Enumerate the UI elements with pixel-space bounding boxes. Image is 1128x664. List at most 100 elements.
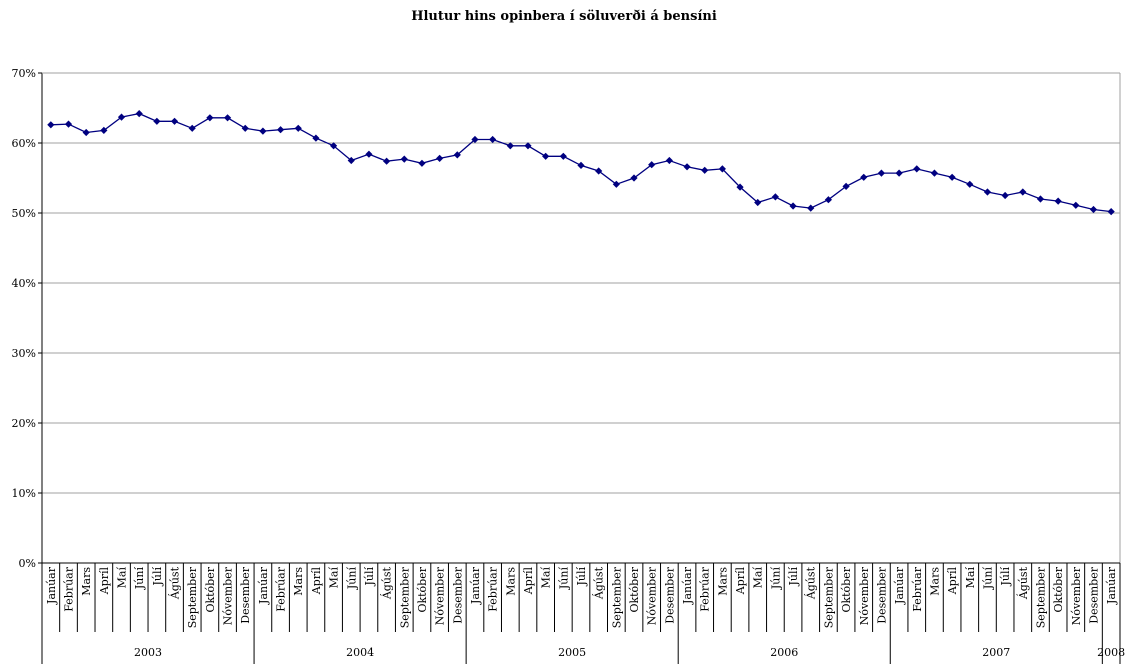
x-group-label: 2008 <box>1097 646 1125 659</box>
data-point <box>1037 195 1044 202</box>
data-point <box>895 170 902 177</box>
data-point <box>878 170 885 177</box>
x-category-label: Október <box>1052 566 1065 612</box>
data-point <box>136 110 143 117</box>
x-category-label: Maí <box>328 567 341 589</box>
data-point <box>931 170 938 177</box>
data-point <box>277 126 284 133</box>
data-point <box>772 193 779 200</box>
x-category-label: Ágúst <box>1016 566 1030 600</box>
x-category-label: Febrúar <box>699 566 712 611</box>
x-category-label: Október <box>628 566 641 612</box>
data-point <box>47 121 54 128</box>
y-tick-label: 30% <box>12 347 36 360</box>
x-category-label: Desember <box>875 566 888 623</box>
x-category-label: Apríl <box>522 567 535 596</box>
x-category-label: Mars <box>928 567 941 596</box>
x-group-label: 2005 <box>558 646 586 659</box>
data-point <box>666 157 673 164</box>
x-category-label: Apríl <box>98 567 111 596</box>
x-category-label: Júní <box>981 567 994 591</box>
x-category-label: Nóvember <box>858 566 871 625</box>
x-category-label: Ágúst <box>592 566 606 600</box>
x-category-label: Mars <box>504 567 517 596</box>
x-category-label: Apríl <box>734 567 747 596</box>
x-category-label: Maí <box>964 567 977 589</box>
x-category-label: Maí <box>116 567 129 589</box>
x-category-label: Desember <box>663 566 676 623</box>
y-tick-label: 40% <box>12 277 36 290</box>
data-point <box>860 174 867 181</box>
data-point <box>65 121 72 128</box>
data-point <box>701 167 708 174</box>
x-category-label: Febrúar <box>275 566 288 611</box>
x-category-label: Október <box>840 566 853 612</box>
data-point <box>1002 192 1009 199</box>
data-point <box>153 118 160 125</box>
data-point <box>1090 206 1097 213</box>
y-tick-label: 70% <box>12 67 36 80</box>
x-category-label: September <box>822 566 835 628</box>
x-category-label: Nóvember <box>1070 566 1083 625</box>
y-tick-label: 10% <box>12 487 36 500</box>
x-category-labels: Janúar Febrúar Mars Apríl Maí Júní Júlí Ágúst Se… <box>45 566 1118 628</box>
data-point <box>542 153 549 160</box>
x-category-label: Júní <box>557 567 570 591</box>
x-category-label: Nóvember <box>222 566 235 625</box>
data-point <box>949 174 956 181</box>
x-group-labels: 2003 2004 2005 2006 2007 2008 <box>134 646 1125 659</box>
x-group-label: 2004 <box>346 646 374 659</box>
x-category-label: Febrúar <box>911 566 924 611</box>
x-category-label: Apríl <box>310 567 323 596</box>
y-tick-label: 20% <box>12 417 36 430</box>
x-category-label: Nóvember <box>646 566 659 625</box>
x-category-label: September <box>186 566 199 628</box>
data-point <box>966 181 973 188</box>
data-point <box>312 135 319 142</box>
x-category-label: Október <box>204 566 217 612</box>
x-category-label: Nóvember <box>434 566 447 625</box>
x-group-label: 2003 <box>134 646 162 659</box>
data-point <box>365 151 372 158</box>
x-group-label: 2007 <box>982 646 1010 659</box>
x-category-label: Febrúar <box>487 566 500 611</box>
data-point <box>984 188 991 195</box>
x-category-label: Desember <box>451 566 464 623</box>
x-category-label: Ágúst <box>804 566 818 600</box>
data-point <box>436 155 443 162</box>
x-category-label: September <box>610 566 623 628</box>
x-category-label: Desember <box>239 566 252 623</box>
data-point <box>560 153 567 160</box>
x-category-label: Júlí <box>787 567 800 587</box>
x-group-label: 2006 <box>770 646 798 659</box>
y-tick-label: 0% <box>19 557 36 570</box>
data-point <box>489 136 496 143</box>
x-category-label: September <box>1034 566 1047 628</box>
series <box>47 110 1115 215</box>
x-category-label: Janúar <box>1105 566 1118 605</box>
x-category-label: Desember <box>1087 566 1100 623</box>
gridlines <box>42 73 1120 493</box>
x-category-label: Mars <box>80 567 93 596</box>
y-tick-labels: 0% 10% 20% 30% 40% 50% 60% 70% <box>12 67 36 570</box>
x-category-label: Janúar <box>469 566 482 605</box>
x-category-label: Ágúst <box>380 566 394 600</box>
x-category-label: Apríl <box>946 567 959 596</box>
data-point <box>683 163 690 170</box>
x-category-label: Maí <box>752 567 765 589</box>
x-category-label: Mars <box>716 567 729 596</box>
x-category-label: Janúar <box>681 566 694 605</box>
data-point <box>171 118 178 125</box>
x-category-label: Febrúar <box>63 566 76 611</box>
y-tick-label: 50% <box>12 207 36 220</box>
x-category-label: Janúar <box>257 566 270 605</box>
data-point <box>418 160 425 167</box>
y-tick-label: 60% <box>12 137 36 150</box>
chart-title: Hlutur hins opinbera í söluverði á bensí… <box>411 9 717 24</box>
x-category-label: Janúar <box>893 566 906 605</box>
data-point <box>401 156 408 163</box>
data-point <box>242 125 249 132</box>
x-category-label: Júlí <box>999 567 1012 587</box>
x-category-label: Júní <box>133 567 146 591</box>
